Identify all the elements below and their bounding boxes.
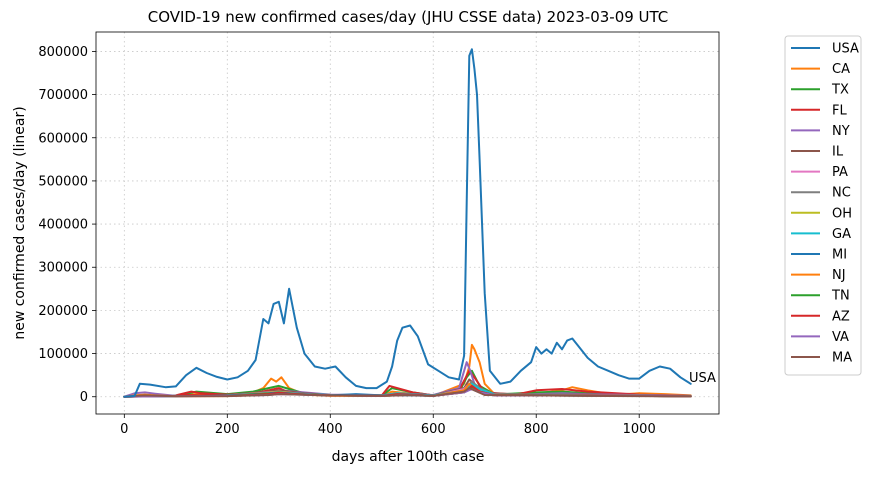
y-tick-label: 100000 — [38, 347, 88, 362]
end-label: USA — [689, 371, 716, 386]
legend-item-tn: TN — [791, 289, 850, 304]
legend-item-nc: NC — [791, 186, 851, 201]
x-tick-label: 1000 — [623, 422, 656, 437]
x-tick-label: 200 — [215, 422, 240, 437]
y-tick-label: 0 — [80, 390, 88, 405]
plot-area — [123, 48, 692, 398]
chart-title: COVID-19 new confirmed cases/day (JHU CS… — [148, 8, 669, 26]
legend-item-va: VA — [791, 330, 849, 345]
legend-label: CA — [832, 62, 850, 77]
series-line-usa — [123, 48, 692, 398]
x-tick-label: 0 — [120, 422, 128, 437]
legend-item-ca: CA — [791, 62, 850, 77]
y-axis: 0 100000 200000 300000 400000 500000 600000 700… — [38, 45, 96, 405]
y-tick-label: 200000 — [38, 304, 88, 319]
legend-label: NJ — [832, 268, 846, 283]
y-tick-label: 400000 — [38, 218, 88, 233]
legend-label: GA — [832, 227, 851, 242]
legend-label: VA — [832, 330, 849, 345]
legend-item-mi: MI — [791, 248, 847, 263]
y-tick-label: 500000 — [38, 174, 88, 189]
legend-item-tx: TX — [791, 83, 849, 98]
legend: USA CA TX FL NY IL PA NC OH GA MI NJ TN AZ VA MA — [784, 35, 862, 376]
legend-label: MA — [832, 351, 852, 366]
legend-label: FL — [832, 103, 847, 118]
x-tick-label: 400 — [318, 422, 343, 437]
legend-label: MI — [832, 248, 847, 263]
x-axis-label: days after 100th case — [332, 449, 485, 465]
legend-item-ny: NY — [791, 124, 850, 139]
legend-label: AZ — [832, 309, 850, 324]
y-tick-label: 800000 — [38, 45, 88, 60]
legend-item-az: AZ — [791, 309, 850, 324]
axes-frame — [95, 31, 720, 415]
legend-item-usa: USA — [791, 42, 859, 57]
x-tick-label: 600 — [421, 422, 446, 437]
legend-label: IL — [832, 145, 844, 160]
legend-item-ga: GA — [791, 227, 851, 242]
legend-item-ma: MA — [791, 351, 852, 366]
legend-item-nj: NJ — [791, 268, 846, 283]
legend-item-fl: FL — [791, 103, 847, 118]
legend-label: NC — [832, 186, 851, 201]
series-line-ma — [123, 387, 692, 398]
legend-label: TX — [831, 83, 849, 98]
y-tick-label: 300000 — [38, 261, 88, 276]
legend-label: PA — [832, 165, 848, 180]
y-axis-label: new confirmed cases/day (linear) — [12, 106, 28, 339]
y-tick-label: 700000 — [38, 88, 88, 103]
legend-item-il: IL — [791, 145, 844, 160]
legend-label: OH — [832, 206, 852, 221]
legend-label: TN — [831, 289, 850, 304]
y-tick-label: 600000 — [38, 131, 88, 146]
legend-item-oh: OH — [791, 206, 852, 221]
legend-item-pa: PA — [791, 165, 848, 180]
grid — [96, 32, 719, 414]
x-axis: 0 200 400 600 800 1000 — [120, 414, 656, 437]
legend-frame — [784, 35, 862, 376]
legend-label: NY — [832, 124, 850, 139]
x-tick-label: 800 — [524, 422, 549, 437]
legend-label: USA — [832, 42, 859, 57]
